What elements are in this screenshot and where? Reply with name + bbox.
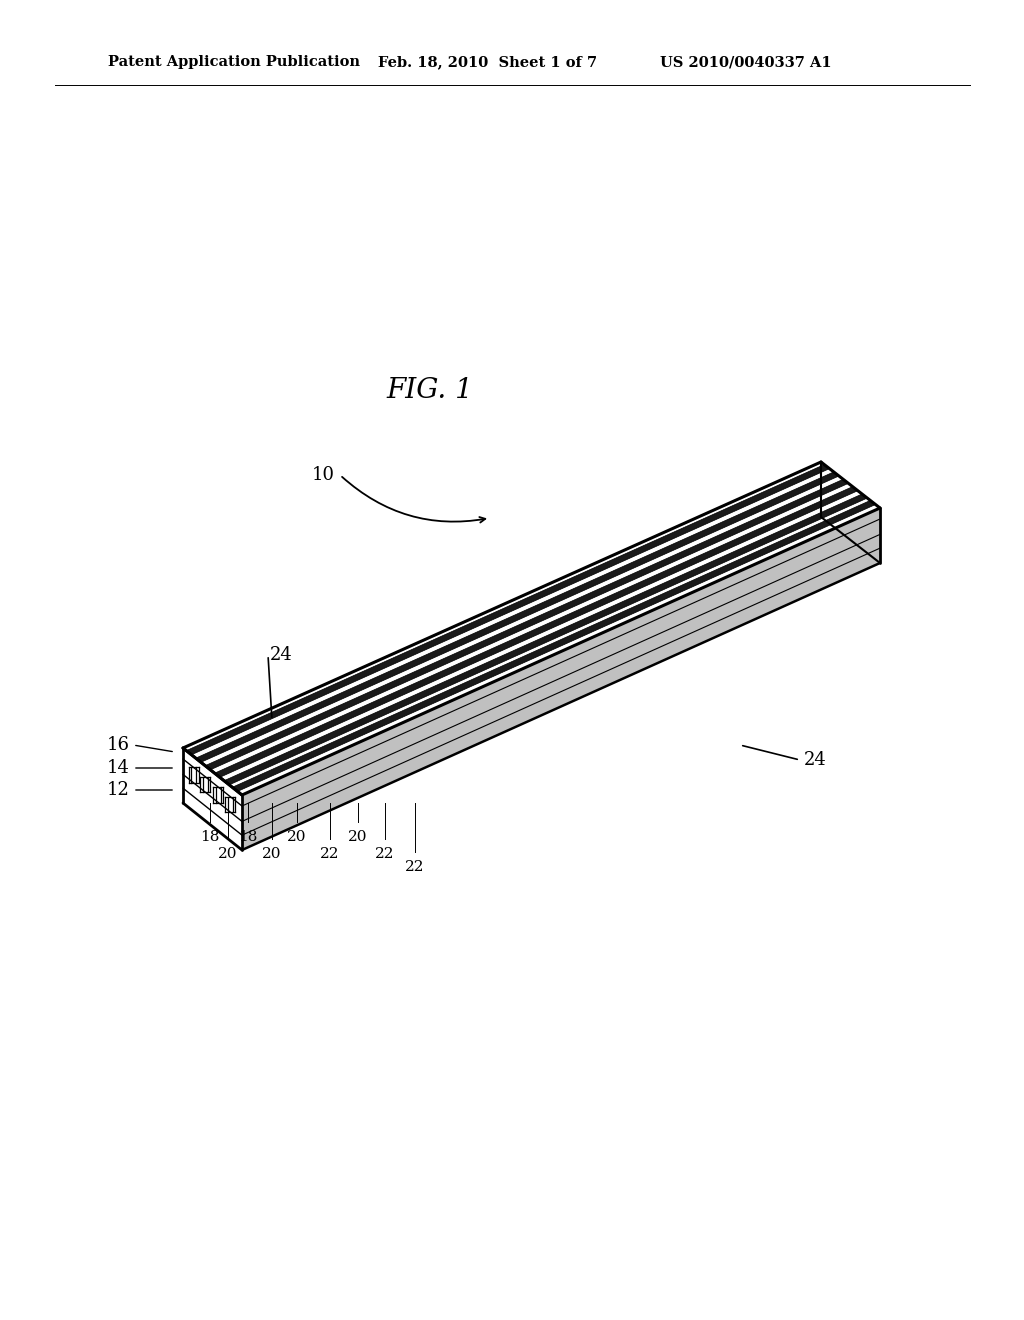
Text: 24: 24 (804, 751, 826, 770)
Text: 20: 20 (348, 830, 368, 843)
Text: 18: 18 (239, 830, 258, 843)
Polygon shape (205, 479, 848, 770)
Polygon shape (196, 473, 839, 762)
Text: 20: 20 (288, 830, 307, 843)
Text: 20: 20 (262, 847, 282, 861)
Polygon shape (224, 494, 867, 785)
Polygon shape (183, 748, 242, 850)
Text: 14: 14 (108, 759, 130, 777)
Text: 12: 12 (108, 781, 130, 799)
Text: 18: 18 (201, 830, 220, 843)
Text: 22: 22 (321, 847, 340, 861)
Text: Feb. 18, 2010  Sheet 1 of 7: Feb. 18, 2010 Sheet 1 of 7 (378, 55, 597, 69)
Text: US 2010/0040337 A1: US 2010/0040337 A1 (660, 55, 831, 69)
Text: Patent Application Publication: Patent Application Publication (108, 55, 360, 69)
Text: 10: 10 (312, 466, 335, 484)
Text: 20: 20 (218, 847, 238, 861)
Text: 22: 22 (375, 847, 394, 861)
Polygon shape (232, 500, 876, 792)
Text: 24: 24 (270, 645, 293, 664)
Polygon shape (186, 465, 829, 755)
Text: FIG. 1: FIG. 1 (387, 376, 473, 404)
Polygon shape (183, 462, 880, 795)
Text: 22: 22 (406, 861, 425, 874)
Polygon shape (215, 487, 858, 777)
Polygon shape (242, 508, 880, 850)
Text: 16: 16 (106, 737, 130, 754)
